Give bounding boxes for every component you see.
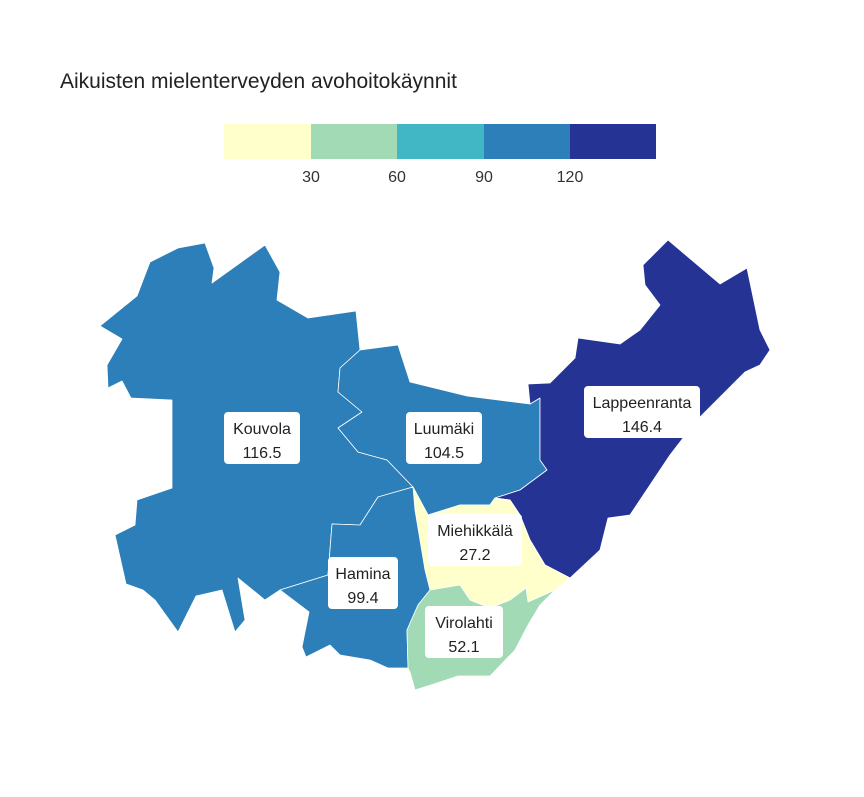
region-name: Virolahti (435, 615, 493, 632)
legend-swatch-3 (397, 124, 484, 159)
label-box (224, 412, 300, 464)
region-value: 146.4 (622, 419, 662, 436)
label-box (328, 557, 398, 609)
region-name: Lappeenranta (593, 395, 692, 412)
region-name: Hamina (335, 566, 390, 583)
map-title: Aikuisten mielenterveyden avohoitokäynni… (60, 70, 457, 93)
legend-tick-label: 90 (475, 169, 493, 186)
region-value: 52.1 (448, 639, 479, 656)
legend-swatch-2 (311, 124, 397, 159)
label-box (428, 514, 522, 566)
region-name: Luumäki (414, 421, 474, 438)
region-value: 104.5 (424, 445, 464, 462)
label-hamina: Hamina 99.4 (328, 557, 398, 609)
region-name: Kouvola (233, 421, 291, 438)
label-virolahti: Virolahti 52.1 (425, 606, 503, 658)
region-name: Miehikkälä (437, 523, 513, 540)
label-kouvola: Kouvola 116.5 (224, 412, 300, 464)
legend-swatch-1 (224, 124, 311, 159)
label-box (406, 412, 482, 464)
label-lappeenranta: Lappeenranta 146.4 (584, 386, 700, 438)
legend-tick-label: 30 (302, 169, 320, 186)
region-labels: Kouvola 116.5 Luumäki 104.5 Lappeenranta… (224, 386, 700, 658)
legend-tick-label: 120 (557, 169, 584, 186)
label-box (425, 606, 503, 658)
label-luumaki: Luumäki 104.5 (406, 412, 482, 464)
region-value: 27.2 (459, 547, 490, 564)
region-value: 99.4 (347, 590, 378, 607)
label-miehikkala: Miehikkälä 27.2 (428, 514, 522, 566)
legend-swatch-5 (570, 124, 656, 159)
label-box (584, 386, 700, 438)
region-value: 116.5 (243, 445, 282, 462)
legend-tick-label: 60 (388, 169, 406, 186)
legend-swatch-4 (484, 124, 570, 159)
color-legend: 30 60 90 120 (224, 124, 656, 186)
